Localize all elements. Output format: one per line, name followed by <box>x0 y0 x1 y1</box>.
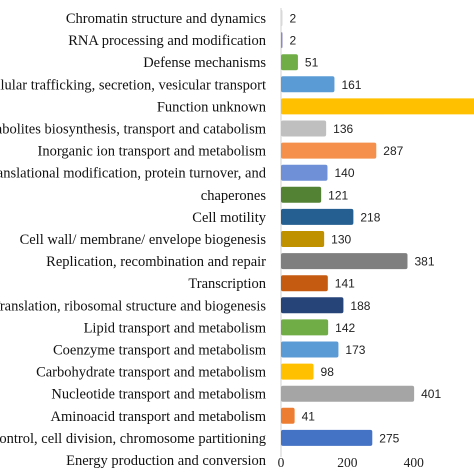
data-label: 188 <box>350 299 370 313</box>
data-label: 173 <box>345 343 365 357</box>
bar <box>281 253 408 270</box>
data-label: 41 <box>302 409 316 423</box>
data-label: 161 <box>341 78 361 92</box>
bar <box>281 120 327 137</box>
bar <box>281 275 328 292</box>
bar <box>281 429 373 446</box>
data-label: 141 <box>335 277 355 291</box>
category-label: Secondary metabolites biosynthesis, tran… <box>0 122 267 138</box>
data-label: 142 <box>335 321 355 335</box>
data-label: 2 <box>290 34 297 48</box>
bar <box>281 98 474 115</box>
data-label: 218 <box>360 210 380 224</box>
data-label: 130 <box>331 233 351 247</box>
category-label: Lipid transport and metabolism <box>84 320 267 336</box>
x-tick-label: 400 <box>404 455 425 470</box>
x-tick-label: 200 <box>337 455 358 470</box>
bar <box>281 407 295 424</box>
category-label: Cell wall/ membrane/ envelope biogenesis <box>20 232 267 248</box>
category-label: Nucleotide transport and metabolism <box>51 387 266 403</box>
bar <box>281 385 415 402</box>
category-label: Energy production and conversion <box>66 453 267 469</box>
bar <box>281 208 354 225</box>
data-label: 381 <box>414 255 434 269</box>
category-label: Inorganic ion transport and metabolism <box>38 144 267 160</box>
category-label: Translation, ribosomal structure and bio… <box>0 298 266 314</box>
bar <box>281 54 298 71</box>
category-label: Aminoacid transport and metabolism <box>51 409 267 425</box>
bar <box>281 186 322 203</box>
bar <box>281 164 328 181</box>
category-label: Carbohydrate transport and metabolism <box>36 365 267 381</box>
data-label: 2 <box>290 12 297 26</box>
data-label: 136 <box>333 122 353 136</box>
bar <box>281 231 325 247</box>
category-label: Cell cycle control, cell division, chrom… <box>0 431 266 447</box>
data-label: 121 <box>328 188 348 202</box>
data-label: 140 <box>334 166 354 180</box>
bar <box>281 10 283 26</box>
bar <box>281 297 344 314</box>
category-label: Cell motility <box>192 210 266 226</box>
bar <box>281 341 339 358</box>
x-tick-label: 0 <box>278 455 285 470</box>
category-label: Transcription <box>188 276 266 292</box>
bar <box>281 142 377 159</box>
category-label: Coenzyme transport and metabolism <box>53 343 267 359</box>
bar <box>281 76 335 93</box>
data-label: 51 <box>305 56 319 70</box>
category-label: Intracellular trafficking, secretion, ve… <box>0 77 266 93</box>
data-label: 98 <box>321 365 335 379</box>
category-label: Defense mechanisms <box>143 55 266 71</box>
data-label: 401 <box>421 387 441 401</box>
bar <box>281 32 283 49</box>
bar <box>281 363 314 380</box>
bar <box>281 319 329 336</box>
category-label: Function unknown <box>157 99 267 115</box>
category-label: Replication, recombination and repair <box>46 254 266 270</box>
data-label: 287 <box>383 144 403 158</box>
category-label: RNA processing and modification <box>68 33 266 49</box>
category-label: chaperones <box>201 188 267 204</box>
data-label: 275 <box>379 431 399 445</box>
category-label: Posttranslational modification, protein … <box>0 166 267 182</box>
category-label: Chromatin structure and dynamics <box>66 11 266 27</box>
